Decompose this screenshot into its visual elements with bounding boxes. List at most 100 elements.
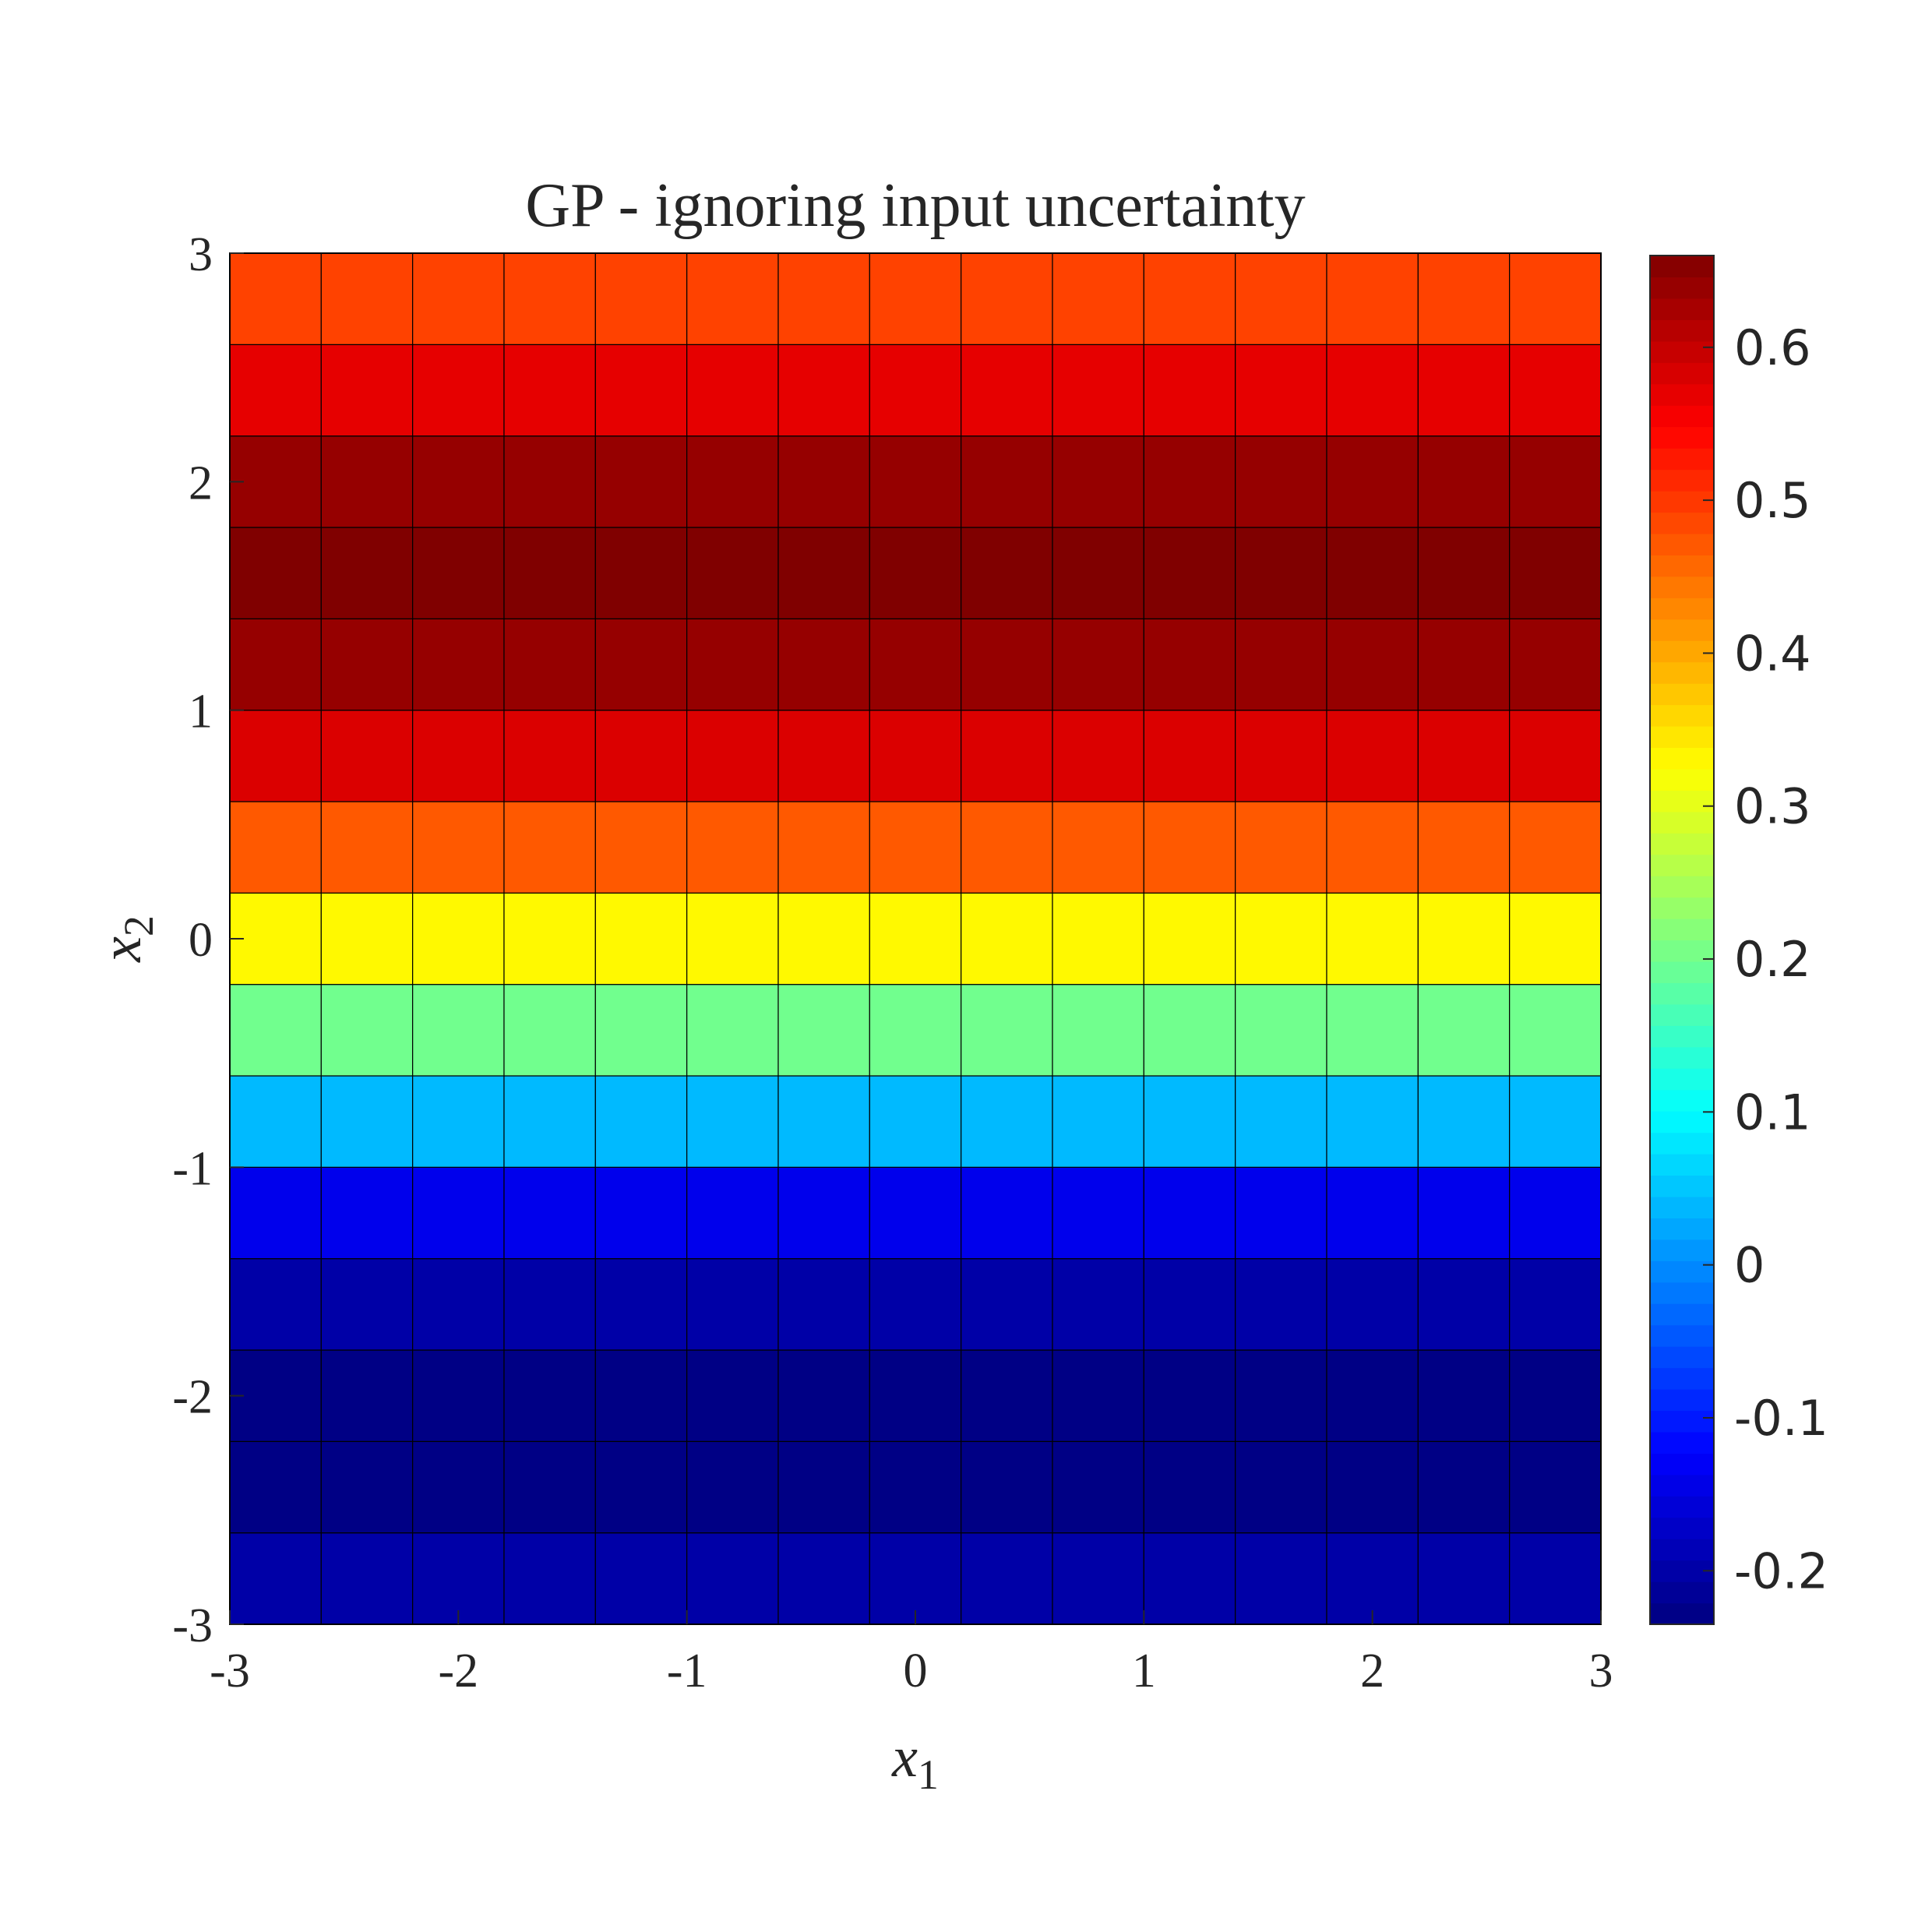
x-tick-label: 1	[1132, 1645, 1156, 1698]
colorbar-tick-label: 0.6	[1734, 319, 1811, 376]
colorbar-segment	[1650, 661, 1714, 684]
heatmap-cell	[1417, 801, 1511, 894]
heatmap-cell	[320, 618, 414, 711]
heatmap-cell	[320, 1075, 414, 1168]
heatmap-cell	[1143, 1258, 1236, 1351]
heatmap-cell	[412, 435, 505, 528]
colorbar-segment	[1650, 704, 1714, 727]
colorbar-segment	[1650, 1111, 1714, 1133]
colorbar-segment	[1650, 576, 1714, 598]
y-tick-label: 0	[189, 914, 213, 967]
x-tick-label: -1	[667, 1645, 707, 1698]
colorbar-segment	[1650, 811, 1714, 834]
heatmap-cell	[1326, 801, 1419, 894]
heatmap-cell	[320, 1532, 414, 1625]
heatmap-cell	[320, 984, 414, 1077]
heatmap-cell	[1326, 1440, 1419, 1534]
heatmap-cell	[1509, 801, 1602, 894]
heatmap-cell	[412, 1532, 505, 1625]
heatmap-cell	[686, 710, 779, 802]
heatmap-cell	[961, 527, 1053, 619]
heatmap-cell	[320, 435, 414, 528]
heatmap-cell	[1509, 435, 1602, 528]
heatmap-cell	[1417, 344, 1511, 437]
y-tick-label: 2	[189, 457, 213, 509]
heatmap-cell	[1143, 527, 1236, 619]
heatmap-cell	[503, 618, 596, 711]
heatmap-cell	[594, 435, 688, 528]
heatmap-cell	[869, 1166, 962, 1260]
heatmap-cell	[1143, 1166, 1236, 1260]
heatmap-cell	[503, 1258, 596, 1351]
heatmap-cell	[1143, 435, 1236, 528]
heatmap-cell	[1509, 252, 1602, 345]
heatmap-cell	[686, 984, 779, 1077]
heatmap-cell	[229, 1532, 322, 1625]
colorbar-segment	[1650, 469, 1714, 492]
y-tick-label: -3	[172, 1599, 213, 1652]
heatmap-cell	[1235, 892, 1327, 985]
heatmap-cell	[1417, 1258, 1511, 1351]
heatmap-cell	[503, 1075, 596, 1168]
heatmap-cell	[777, 1166, 870, 1260]
heatmap-cells	[229, 252, 1602, 1625]
heatmap-cell	[961, 1532, 1053, 1625]
heatmap-cell	[594, 1532, 688, 1625]
heatmap-cell	[503, 527, 596, 619]
colorbar-segment	[1650, 298, 1714, 320]
heatmap-cell	[1143, 1440, 1236, 1534]
heatmap-cell	[412, 252, 505, 345]
colorbar-segment	[1650, 897, 1714, 919]
heatmap-cell	[1509, 1349, 1602, 1442]
heatmap-cell	[1143, 1349, 1236, 1442]
heatmap-cell	[1326, 618, 1419, 711]
heatmap-cell	[412, 618, 505, 711]
heatmap-cell	[1052, 984, 1144, 1077]
colorbar-segment	[1650, 961, 1714, 983]
colorbar-segment	[1650, 1474, 1714, 1497]
colorbar-segment	[1650, 1496, 1714, 1518]
colorbar-tick-label: -0.1	[1734, 1390, 1828, 1447]
heatmap-cell	[1235, 252, 1327, 345]
heatmap-cell	[229, 1258, 322, 1351]
heatmap-cell	[1143, 984, 1236, 1077]
colorbar-segment	[1650, 1196, 1714, 1218]
heatmap-cell	[1235, 984, 1327, 1077]
heatmap-cell	[229, 1166, 322, 1260]
heatmap-cell	[594, 1440, 688, 1534]
heatmap-cell	[869, 1349, 962, 1442]
colorbar-segment	[1650, 1132, 1714, 1155]
heatmap-cell	[229, 1075, 322, 1168]
heatmap-cell	[229, 618, 322, 711]
heatmap-cell	[412, 984, 505, 1077]
heatmap-cell	[686, 1532, 779, 1625]
heatmap-cell	[777, 618, 870, 711]
colorbar-segment	[1650, 1003, 1714, 1026]
colorbar-segment	[1650, 1431, 1714, 1454]
heatmap-cell	[229, 252, 322, 345]
heatmap-cell	[1509, 618, 1602, 711]
colorbar-tick-label: 0	[1734, 1237, 1765, 1294]
heatmap-cell	[961, 252, 1053, 345]
heatmap-cell	[503, 1440, 596, 1534]
colorbar-segment	[1650, 426, 1714, 449]
heatmap-cell	[1326, 984, 1419, 1077]
heatmap-cell	[1143, 710, 1236, 802]
heatmap-cell	[869, 1532, 962, 1625]
heatmap-cell	[961, 1166, 1053, 1260]
colorbar-segment	[1650, 340, 1714, 363]
x-tick-label: -3	[210, 1645, 250, 1698]
heatmap-cell	[777, 984, 870, 1077]
heatmap-cell	[1052, 435, 1144, 528]
heatmap-cell	[1417, 1349, 1511, 1442]
colorbar-segment	[1650, 854, 1714, 876]
heatmap-cell	[1143, 618, 1236, 711]
heatmap-cell	[777, 344, 870, 437]
colorbar-segment	[1650, 1324, 1714, 1347]
heatmap-cell	[961, 892, 1053, 985]
heatmap-cell	[869, 527, 962, 619]
heatmap-cell	[961, 984, 1053, 1077]
heatmap-cell	[777, 1532, 870, 1625]
heatmap-cell	[1509, 892, 1602, 985]
heatmap-cell	[961, 1349, 1053, 1442]
